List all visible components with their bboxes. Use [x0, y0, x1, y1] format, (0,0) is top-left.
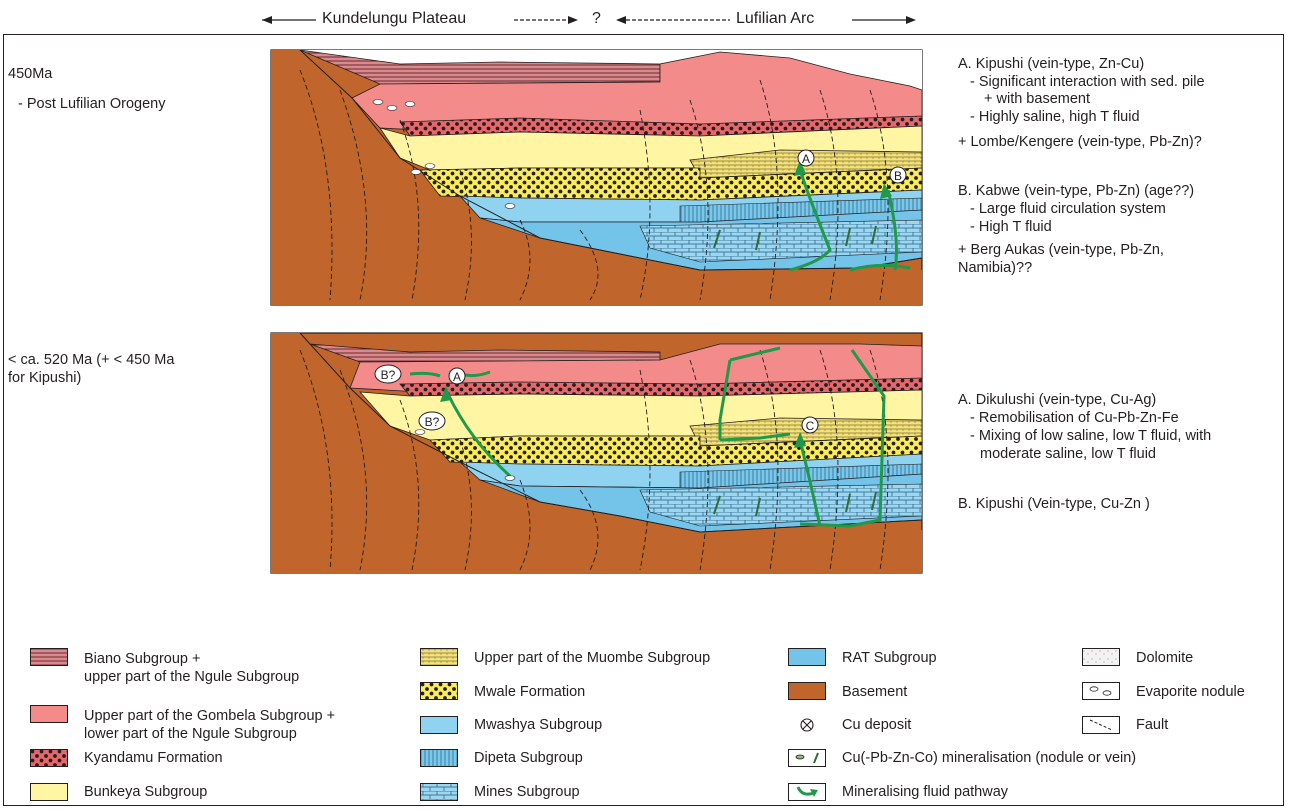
legend-label-dolomite: Dolomite — [1136, 650, 1194, 666]
bunkeya-swatch — [30, 783, 68, 801]
note-top-8: + Berg Aukas (vein-type, Pb-Zn, — [958, 242, 1164, 258]
note-bottom-0: A. Dikulushi (vein-type, Cu-Ag) — [958, 392, 1157, 408]
legend-label-fault: Fault — [1136, 717, 1169, 733]
header-arrows — [262, 16, 916, 24]
basement-swatch — [788, 682, 826, 700]
legend-label-fluid-pathway: Mineralising fluid pathway — [842, 784, 1009, 800]
note-bottom-4: B. Kipushi (Vein-type, Cu-Zn ) — [958, 496, 1150, 512]
note-bottom-3: moderate saline, low T fluid — [980, 446, 1156, 462]
legend-label-mwashya: Mwashya Subgroup — [474, 717, 603, 733]
rat-swatch — [788, 648, 826, 666]
legend-label-gombela: Upper part of the Gombela Subgroup + low… — [84, 708, 336, 742]
note-top-4: + Lombe/Kengere (vein-type, Pb-Zn)? — [958, 134, 1202, 150]
legend-label-cu-deposit: Cu deposit — [842, 717, 912, 733]
note-top-0: A. Kipushi (vein-type, Zn-Cu) — [958, 56, 1145, 72]
legend-label-kyandamu: Kyandamu Formation — [84, 750, 223, 766]
note-bottom-2: - Mixing of low saline, low T fluid, wit… — [970, 428, 1212, 444]
note-top-6: - Large fluid circulation system — [970, 201, 1166, 217]
mwashya-swatch — [420, 716, 458, 734]
legend-label-muombe: Upper part of the Muombe Subgroup — [474, 650, 711, 666]
fluid-pathway-icon — [788, 783, 826, 801]
legend-label-mwale: Mwale Formation — [474, 684, 586, 700]
legend-label-evaporite-nodule: Evaporite nodule — [1136, 684, 1245, 700]
legend-label-rat: RAT Subgroup — [842, 650, 937, 666]
muombe-swatch — [420, 648, 458, 666]
header-left-label: Kundelungu Plateau — [322, 10, 467, 27]
legend-label-mineralisation: Cu(-Pb-Zn-Co) mineralisation (nodule or … — [842, 750, 1137, 766]
mines-swatch — [420, 783, 458, 801]
bottom-age-label-2: for Kipushi) — [8, 370, 82, 386]
top-age-label: 450Ma — [8, 66, 53, 82]
note-top-1: - Significant interaction with sed. pile — [970, 74, 1205, 90]
legend-label-dipeta: Dipeta Subgroup — [474, 750, 583, 766]
bottom-age-label-1: < ca. 520 Ma (+ < 450 Ma — [8, 352, 175, 368]
header-question: ? — [592, 10, 601, 27]
legend-label-basement: Basement — [842, 684, 908, 700]
biano-swatch — [30, 648, 68, 666]
fault-icon — [1082, 716, 1120, 734]
kyandamu-swatch — [30, 749, 68, 767]
section-header: Kundelungu Plateau ? Lufilian Arc — [0, 0, 1290, 36]
note-top-2: + with basement — [984, 91, 1090, 107]
mwale-swatch — [420, 682, 458, 700]
gombela-swatch — [30, 705, 68, 723]
legend-label-mines: Mines Subgroup — [474, 784, 580, 800]
dolomite-swatch — [1082, 648, 1120, 666]
mineralisation-icon — [788, 749, 826, 767]
note-top-7: - High T fluid — [970, 219, 1052, 235]
evaporite-nodule-icon — [1082, 682, 1120, 700]
note-top-9: Namibia)?? — [958, 260, 1033, 276]
legend-label-bunkeya: Bunkeya Subgroup — [84, 784, 208, 800]
dipeta-swatch — [420, 749, 458, 767]
top-event-label: - Post Lufilian Orogeny — [18, 96, 166, 112]
header-right-label: Lufilian Arc — [736, 10, 815, 27]
figure-frame — [3, 34, 1284, 806]
cu-deposit-icon — [800, 718, 814, 732]
legend-label-biano: Biano Subgroup + upper part of the Ngule… — [84, 651, 300, 685]
note-top-3: - Highly saline, high T fluid — [970, 109, 1140, 125]
note-top-5: B. Kabwe (vein-type, Pb-Zn) (age??) — [958, 183, 1195, 199]
note-bottom-1: - Remobilisation of Cu-Pb-Zn-Fe — [970, 410, 1179, 426]
